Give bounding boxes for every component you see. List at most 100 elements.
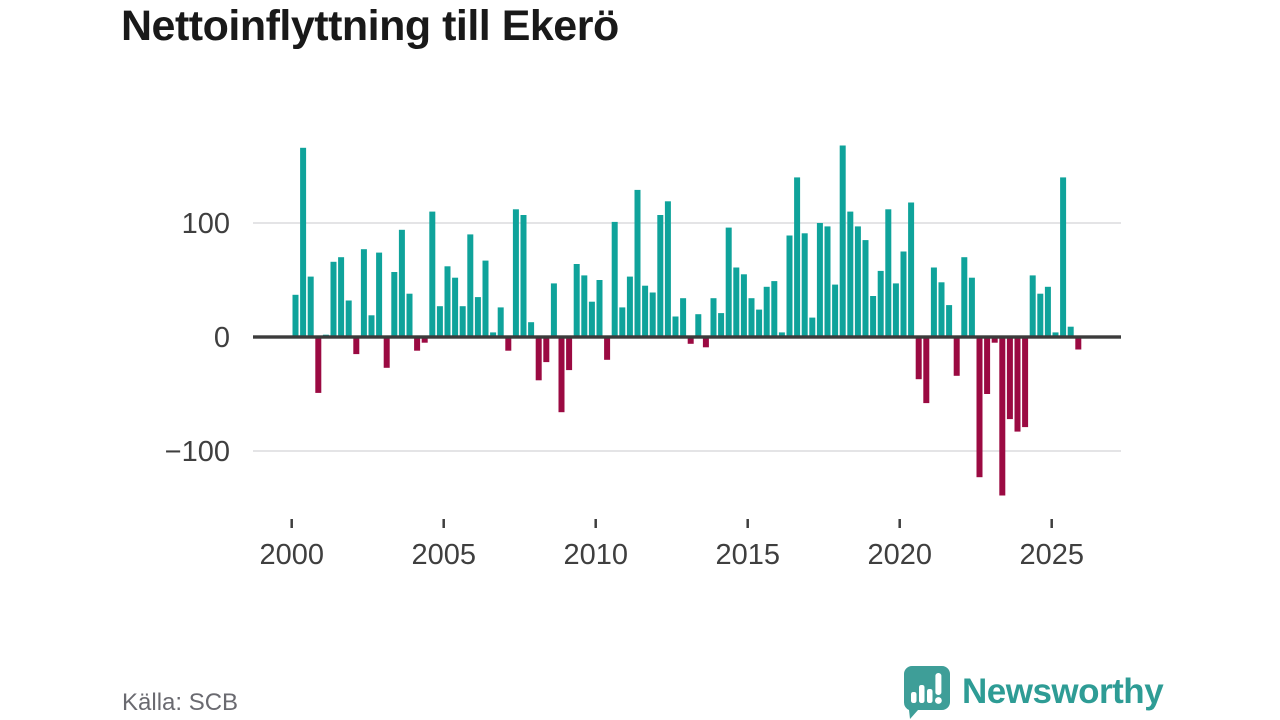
bar-2007Q2: [512, 209, 519, 337]
bar-2004Q2: [421, 337, 428, 343]
bar-2000Q3: [307, 276, 314, 337]
chart-title: Nettoinflyttning till Ekerö: [121, 2, 619, 50]
bar-2007Q3: [520, 215, 527, 337]
bar-2022Q3: [976, 337, 983, 478]
bar-2015Q3: [763, 286, 770, 337]
bar-2025Q1: [1052, 332, 1059, 337]
bar-2006Q1: [474, 297, 481, 337]
y-tick-label-100: 100: [182, 208, 230, 240]
x-tick-label-2010: 2010: [563, 539, 628, 571]
bar-2024Q3: [1037, 293, 1044, 337]
bar-2021Q1: [930, 267, 937, 337]
bar-2009Q1: [566, 337, 573, 371]
bar-2002Q4: [376, 252, 383, 337]
bar-2018Q2: [847, 211, 854, 337]
y-tick-label-0: 0: [214, 322, 230, 354]
logo-exclamation-dot: [935, 697, 942, 704]
bar-2002Q2: [360, 249, 367, 337]
x-tick-label-2000: 2000: [259, 539, 324, 571]
bar-2017Q4: [832, 284, 839, 337]
bar-2010Q4: [619, 307, 626, 337]
bar-2000Q2: [300, 147, 307, 337]
bar-2021Q4: [953, 337, 960, 376]
net-migration-bar-chart: 100 0 −100 2000 2005 2010 2015 2020 2025: [165, 145, 1121, 571]
x-axis-line: [253, 335, 1121, 339]
bar-2003Q4: [406, 293, 413, 337]
bar-2015Q2: [756, 309, 763, 337]
bar-2009Q2: [573, 264, 580, 337]
bar-2016Q3: [794, 177, 801, 337]
bar-2013Q4: [710, 298, 717, 337]
speech-bubble-shape: [903, 666, 950, 719]
bar-2011Q1: [626, 276, 633, 337]
bar-2014Q3: [733, 267, 740, 337]
bar-2005Q3: [459, 306, 466, 337]
bar-2016Q4: [801, 233, 808, 337]
bar-2011Q2: [634, 189, 641, 337]
bar-2018Q4: [862, 240, 869, 337]
bar-2003Q3: [398, 229, 405, 337]
bar-2014Q4: [740, 274, 747, 337]
bar-2013Q2: [695, 314, 702, 337]
bar-2023Q2: [999, 337, 1006, 496]
bar-2020Q4: [923, 337, 930, 404]
bar-2022Q2: [968, 277, 975, 337]
bar-2007Q4: [528, 322, 535, 337]
bar-2001Q2: [330, 261, 337, 337]
bar-2020Q3: [915, 337, 922, 380]
bar-2011Q3: [642, 285, 649, 337]
bar-2012Q4: [680, 298, 687, 337]
bar-2005Q1: [444, 266, 451, 337]
bar-2016Q2: [786, 235, 793, 337]
bar-2010Q2: [604, 337, 611, 360]
bar-2016Q1: [778, 332, 785, 337]
logo-exclamation-bar: [935, 673, 942, 695]
bar-2015Q4: [771, 281, 778, 337]
bar-2014Q1: [718, 313, 725, 337]
bar-2013Q1: [687, 337, 694, 344]
y-tick-label--100: −100: [165, 436, 230, 468]
x-tick-label-2005: 2005: [411, 539, 476, 571]
logo-mini-bar-3: [927, 689, 933, 703]
bar-2020Q2: [908, 202, 915, 337]
bar-2023Q1: [991, 337, 998, 343]
bar-2017Q1: [809, 317, 816, 337]
bar-2022Q4: [984, 337, 991, 394]
bar-2021Q3: [946, 305, 953, 337]
bar-2015Q1: [748, 298, 755, 337]
bar-2005Q2: [452, 277, 459, 337]
bar-2017Q2: [816, 223, 823, 337]
bar-2021Q2: [938, 282, 945, 337]
bar-2003Q1: [383, 337, 390, 368]
bar-2024Q1: [1022, 337, 1029, 428]
bar-2005Q4: [467, 234, 474, 337]
bar-2009Q4: [588, 301, 595, 337]
bar-2025Q4: [1075, 337, 1082, 350]
logo-mini-bar-2: [919, 685, 925, 703]
x-tick-label-2025: 2025: [1019, 539, 1084, 571]
bar-2004Q4: [436, 306, 443, 337]
bar-2017Q3: [824, 226, 831, 337]
bar-2025Q2: [1060, 177, 1067, 337]
bar-2013Q3: [702, 337, 709, 348]
bar-2012Q3: [672, 316, 679, 337]
bar-2012Q2: [664, 201, 671, 337]
bar-2006Q3: [490, 332, 497, 337]
bar-2008Q3: [550, 283, 557, 337]
bar-2020Q1: [900, 251, 907, 337]
bar-2019Q3: [885, 209, 892, 337]
bar-2003Q2: [391, 272, 398, 337]
bar-2023Q4: [1014, 337, 1021, 432]
bar-2018Q1: [839, 145, 846, 337]
bar-2002Q3: [368, 315, 375, 337]
bar-2024Q4: [1044, 286, 1051, 337]
bar-2009Q3: [581, 275, 588, 337]
bar-2023Q3: [1006, 337, 1013, 420]
bar-2011Q4: [649, 292, 656, 337]
bar-2019Q1: [870, 296, 877, 337]
bar-2010Q3: [611, 221, 618, 337]
bar-2004Q1: [414, 337, 421, 351]
bar-2008Q1: [535, 337, 542, 381]
bar-2004Q3: [429, 211, 436, 337]
